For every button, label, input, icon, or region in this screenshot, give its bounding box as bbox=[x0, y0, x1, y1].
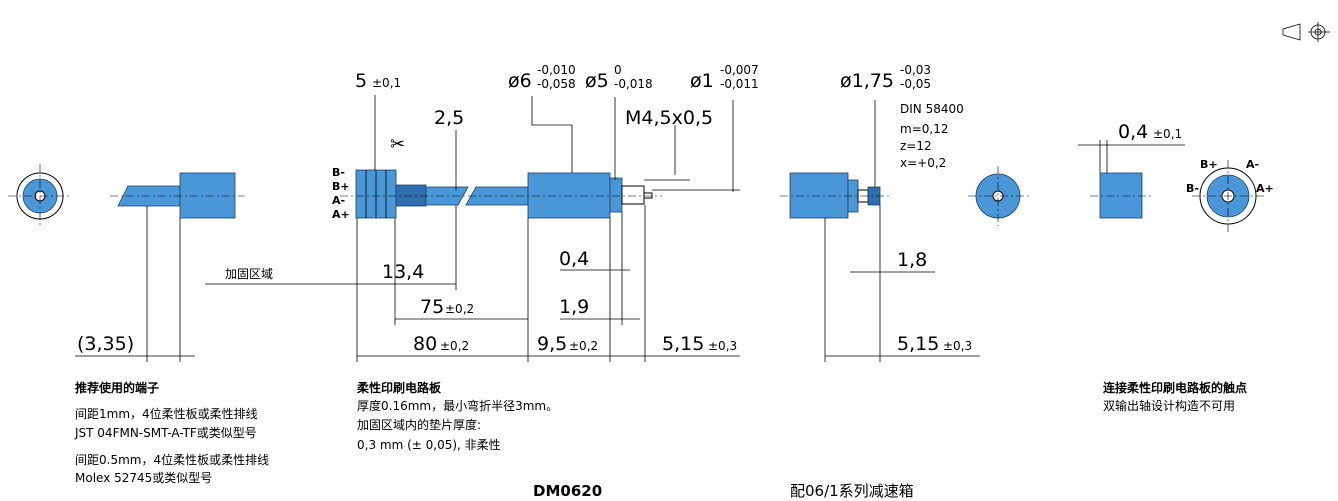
gear-spec: z=12 bbox=[900, 139, 932, 153]
dim: 75 bbox=[420, 296, 444, 318]
contact-label: B+ bbox=[1200, 158, 1218, 171]
dimension-lines bbox=[75, 95, 1185, 362]
dim: (3,35) bbox=[77, 333, 134, 355]
tol: ±0,1 bbox=[1153, 127, 1182, 141]
contact-label: A+ bbox=[1256, 182, 1274, 195]
tol: ±0,2 bbox=[440, 339, 469, 353]
dim: 5,15 bbox=[662, 333, 704, 355]
note: 间距1mm，4位柔性板或柔性排线 bbox=[75, 406, 258, 421]
tol: -0,018 bbox=[614, 77, 653, 91]
note: Molex 52745或类似型号 bbox=[75, 471, 212, 485]
dim: 1,8 bbox=[897, 249, 927, 271]
tol: 0 bbox=[614, 63, 622, 77]
tol: -0,011 bbox=[720, 77, 759, 91]
dim: 0,4 bbox=[559, 248, 589, 270]
dim: 80 bbox=[413, 333, 437, 355]
note: JST 04FMN-SMT-A-TF或类似型号 bbox=[74, 426, 257, 440]
dim: M4,5x0,5 bbox=[625, 107, 713, 129]
dim: 5 bbox=[355, 70, 367, 92]
dimension-texts: 5 ±0,1 2,5 ø6 -0,010 -0,058 ø5 0 -0,018 … bbox=[77, 63, 1182, 355]
main-view: B- B+ A- A+ ✂ bbox=[332, 134, 662, 221]
tol: ±0,2 bbox=[445, 302, 474, 316]
contact-label: A- bbox=[1246, 158, 1259, 171]
tol: -0,058 bbox=[537, 77, 576, 91]
note: 0,3 mm (± 0,05), 非柔性 bbox=[357, 438, 501, 452]
dim: 13,4 bbox=[382, 261, 424, 283]
cut-mark: ✂ bbox=[390, 134, 405, 155]
tol: -0,007 bbox=[720, 63, 759, 77]
contact-label: B- bbox=[1186, 182, 1199, 195]
tol: ±0,1 bbox=[372, 76, 401, 90]
gear-spec: x=+0,2 bbox=[900, 156, 946, 170]
notes: 推荐使用的端子 间距1mm，4位柔性板或柔性排线 JST 04FMN-SMT-A… bbox=[74, 380, 1247, 500]
note: 厚度0.16mm，最小弯折半径3mm。 bbox=[357, 398, 558, 413]
pin-label: B- bbox=[332, 166, 345, 179]
tol: ±0,3 bbox=[708, 339, 737, 353]
note-heading: 推荐使用的端子 bbox=[75, 380, 159, 395]
note: 间距0.5mm，4位柔性板或柔性排线 bbox=[75, 452, 269, 467]
note: 加固区域内的垫片厚度: bbox=[357, 417, 481, 432]
dim: ø6 bbox=[508, 70, 532, 92]
note: 双输出轴设计构造不可用 bbox=[1103, 398, 1235, 413]
projection-symbol bbox=[1282, 22, 1330, 42]
tol: -0,010 bbox=[537, 63, 576, 77]
dim: ø5 bbox=[585, 70, 609, 92]
tol: ±0,2 bbox=[569, 339, 598, 353]
dim: 5,15 bbox=[897, 333, 939, 355]
dim: 9,5 bbox=[537, 333, 567, 355]
gear-spec: m=0,12 bbox=[900, 122, 948, 136]
gear-spec: DIN 58400 bbox=[900, 102, 964, 116]
tol: -0,05 bbox=[900, 77, 931, 91]
pin-label: B+ bbox=[332, 180, 350, 193]
dim: 0,4 bbox=[1118, 121, 1148, 143]
left-side-view bbox=[110, 172, 245, 362]
dim: ø1 bbox=[690, 70, 714, 92]
dim: 2,5 bbox=[434, 107, 464, 129]
left-end-view bbox=[8, 164, 72, 228]
note-heading: 连接柔性印刷电路板的触点 bbox=[1103, 380, 1247, 395]
gearbox: 配06/1系列减速箱 bbox=[790, 482, 914, 500]
note-heading: 柔性印刷电路板 bbox=[356, 380, 442, 395]
model: DM0620 bbox=[533, 482, 602, 500]
pin-label: A+ bbox=[332, 208, 350, 221]
tol: -0,03 bbox=[900, 63, 931, 77]
pin-label: A- bbox=[332, 194, 345, 207]
tol: ±0,3 bbox=[943, 339, 972, 353]
gear-view: B+ A- B- A+ bbox=[780, 158, 1274, 232]
dim: 1,9 bbox=[559, 296, 589, 318]
dim: ø1,75 bbox=[840, 70, 894, 92]
zone-label: 加固区域 bbox=[225, 267, 273, 281]
